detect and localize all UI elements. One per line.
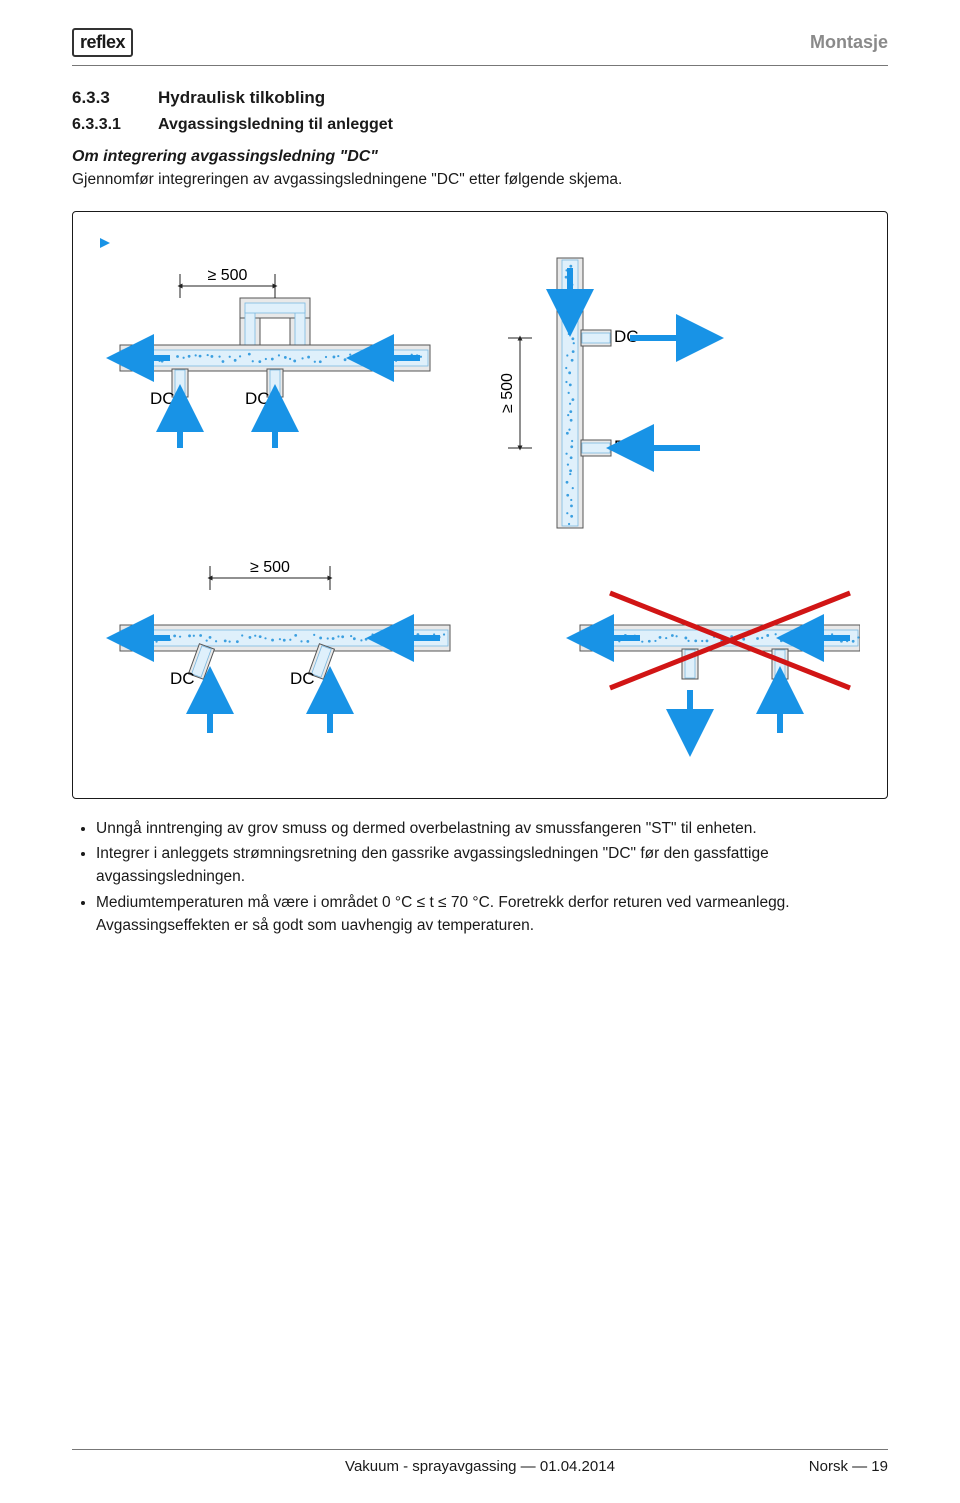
subsection-heading: 6.3.3.1 Avgassingsledning til anlegget [72,116,888,134]
diagram-frame: DCDC≥ 500DCDC≥ 500DCDC≥ 500 [72,211,888,799]
svg-text:DC: DC [290,669,315,688]
bullet-list: Unngå inntrenging av grov smuss og derme… [72,817,888,937]
svg-text:≥ 500: ≥ 500 [499,373,516,413]
svg-text:DC: DC [150,389,175,408]
diagrams-svg: DCDC≥ 500DCDC≥ 500DCDC≥ 500 [100,238,860,778]
header-title-right: Montasje [810,32,888,53]
list-item: Integrer i anleggets strømningsretning d… [96,842,888,889]
section-number: 6.3.3 [72,88,158,108]
subsection-number: 6.3.3.1 [72,116,158,134]
logo: reflex [72,28,133,57]
svg-text:DC: DC [245,389,270,408]
footer-center: Vakuum - sprayavgassing — 01.04.2014 [72,1458,888,1475]
sub-subheading: Om integrering avgassingsledning "DC" [72,148,888,166]
list-item: Unngå inntrenging av grov smuss og derme… [96,817,888,840]
svg-text:≥ 500: ≥ 500 [250,559,290,576]
footer-right: Norsk — 19 [809,1458,888,1475]
page-header: reflex Montasje [72,0,888,66]
svg-text:DC: DC [170,669,195,688]
subsection-title: Avgassingsledning til anlegget [158,116,393,134]
section-title: Hydraulisk tilkobling [158,88,325,108]
page-footer: Vakuum - sprayavgassing — 01.04.2014 Nor… [72,1449,888,1475]
svg-text:≥ 500: ≥ 500 [208,267,248,284]
section-heading: 6.3.3 Hydraulisk tilkobling [72,88,888,108]
intro-text: Gjennomfør integreringen av avgassingsle… [72,170,888,191]
list-item: Mediumtemperaturen må være i området 0 °… [96,891,888,938]
